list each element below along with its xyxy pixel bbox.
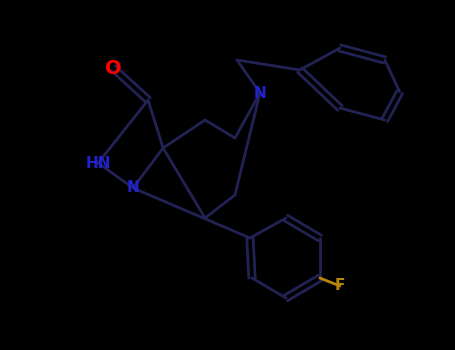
- Text: F: F: [335, 279, 345, 294]
- Text: O: O: [105, 58, 121, 77]
- Text: N: N: [127, 181, 140, 196]
- Text: HN: HN: [86, 155, 111, 170]
- Text: N: N: [253, 85, 266, 100]
